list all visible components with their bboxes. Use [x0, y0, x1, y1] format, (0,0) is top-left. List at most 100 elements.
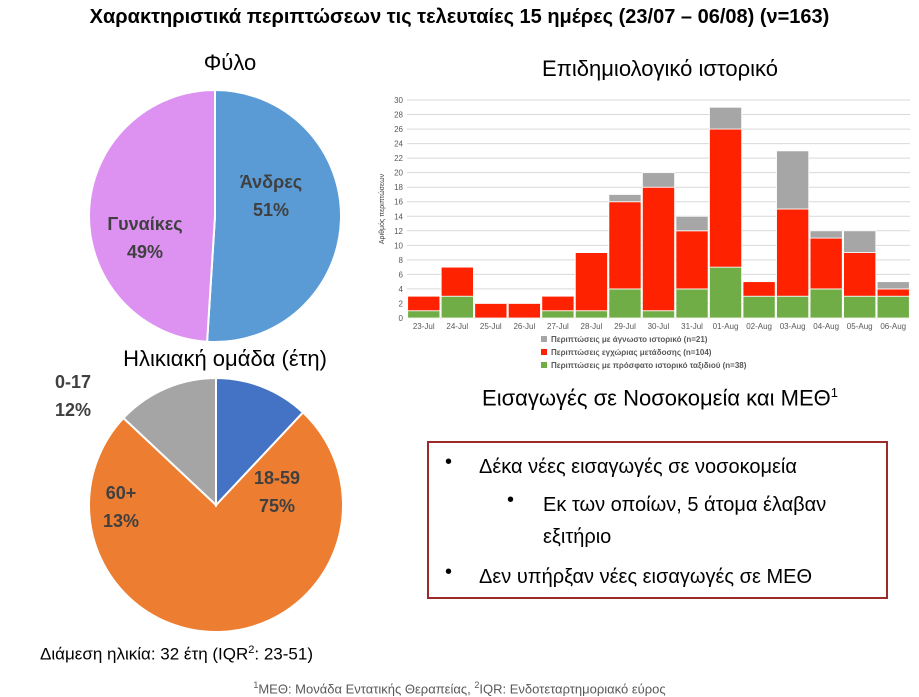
bar-23-Jul-series-1 — [407, 295, 441, 312]
pie-value-60: 13% — [103, 511, 139, 531]
sub-bullet-dot: • — [507, 489, 515, 511]
bar-29-Jul-series-1 — [608, 201, 642, 290]
pie-value-18-59: 75% — [259, 496, 295, 516]
x-tick-23-Jul: 23-Jul — [413, 322, 435, 331]
bar-31-Jul-series-1 — [675, 230, 709, 290]
bar-28-Jul-series-1 — [574, 252, 608, 312]
bar-04-Aug-series-2 — [809, 230, 843, 239]
bar-24-Jul-series-0 — [440, 295, 474, 319]
bar-25-Jul-series-1 — [474, 303, 508, 319]
x-tick-26-Jul: 26-Jul — [513, 322, 535, 331]
y-tick-26: 26 — [394, 125, 403, 134]
admissions-title-text: Εισαγωγές σε Νοσοκομεία και ΜΕΘ — [482, 385, 831, 411]
bar-03-Aug-series-1 — [776, 208, 810, 297]
pie-value-άνδρες: 51% — [253, 200, 289, 220]
admissions-sub-bullet-line1: Εκ των οποίων, 5 άτομα έλαβαν — [543, 494, 827, 516]
footnote: 1ΜΕΘ: Μονάδα Εντατικής Θεραπείας, 2IQR: … — [0, 680, 919, 696]
bar-02-Aug-series-0 — [742, 295, 776, 319]
pie-label-γυναίκες: Γυναίκες — [107, 214, 182, 234]
bar-05-Aug-series-2 — [843, 230, 877, 254]
bar-26-Jul-series-1 — [507, 303, 541, 319]
median-age: Διάμεση ηλικία: 32 έτη (IQR2: 23-51) — [40, 644, 313, 665]
gender-chart-title: Φύλο — [203, 50, 257, 75]
x-tick-24-Jul: 24-Jul — [446, 322, 468, 331]
pie-value-γυναίκες: 49% — [127, 242, 163, 262]
bar-27-Jul-series-0 — [541, 310, 575, 319]
legend-label-0: Περιπτώσεις με πρόσφατο ιστορικό ταξιδιο… — [551, 361, 747, 370]
x-tick-02-Aug: 02-Aug — [746, 322, 772, 331]
bar-06-Aug-series-0 — [876, 295, 910, 319]
bar-03-Aug-series-2 — [776, 150, 810, 210]
admissions-bullet-1: Δέκα νέες εισαγωγές σε νοσοκομεία — [479, 456, 797, 478]
x-tick-27-Jul: 27-Jul — [547, 322, 569, 331]
x-tick-29-Jul: 29-Jul — [614, 322, 636, 331]
bar-27-Jul-series-1 — [541, 295, 575, 312]
y-axis-label: Αριθμός περιπτώσεων — [378, 173, 386, 244]
y-tick-24: 24 — [394, 140, 403, 149]
x-tick-25-Jul: 25-Jul — [480, 322, 502, 331]
x-tick-31-Jul: 31-Jul — [681, 322, 703, 331]
y-tick-16: 16 — [394, 198, 403, 207]
y-tick-8: 8 — [399, 256, 404, 265]
epi-chart-title: Επιδημιολογικό ιστορικό — [542, 56, 778, 81]
median-age-text: Διάμεση ηλικία: 32 έτη (IQR — [40, 644, 249, 664]
bar-30-Jul-series-2 — [642, 172, 675, 188]
y-tick-12: 12 — [394, 227, 403, 236]
bullet-dot-1: • — [445, 451, 453, 473]
bar-23-Jul-series-0 — [407, 310, 441, 319]
legend-swatch-0 — [541, 362, 547, 368]
footnote-part2: IQR: Ενδοτεταρτημοριακό εύρος — [479, 681, 666, 697]
y-tick-0: 0 — [399, 314, 404, 323]
bar-06-Aug-series-1 — [876, 288, 910, 297]
footnote-part1: ΜΕΘ: Μονάδα Εντατικής Θεραπείας, — [258, 681, 475, 697]
y-tick-6: 6 — [399, 270, 404, 279]
admissions-box: • Δέκα νέες εισαγωγές σε νοσοκομεία • Εκ… — [427, 441, 888, 599]
y-tick-28: 28 — [394, 111, 403, 120]
bullet-dot-2: • — [445, 561, 453, 583]
bar-01-Aug-series-0 — [709, 266, 743, 319]
median-age-suffix: : 23-51) — [254, 644, 313, 664]
footnote-sup1: 1 — [253, 680, 259, 690]
y-tick-20: 20 — [394, 169, 403, 178]
bar-24-Jul-series-1 — [440, 266, 474, 297]
x-tick-01-Aug: 01-Aug — [713, 322, 739, 331]
median-age-sup: 2 — [248, 644, 255, 656]
bar-31-Jul-series-2 — [675, 215, 709, 232]
pie-slice-γυναίκες — [88, 88, 216, 343]
legend-label-2: Περιπτώσεις με άγνωστο ιστορικό (n=21) — [551, 335, 708, 344]
admissions-sub-bullet-line2: εξιτήριο — [543, 526, 612, 548]
y-tick-4: 4 — [399, 285, 404, 294]
bar-04-Aug-series-1 — [809, 237, 843, 290]
page-title: Χαρακτηριστικά περιπτώσεων τις τελευταίε… — [89, 6, 830, 28]
bar-03-Aug-series-0 — [776, 295, 810, 319]
legend-swatch-1 — [541, 349, 547, 355]
bar-04-Aug-series-0 — [809, 288, 843, 319]
pie-slice-άνδρες — [206, 88, 342, 343]
bar-31-Jul-series-0 — [675, 288, 709, 319]
pie-slice-0-17 — [215, 376, 305, 508]
x-tick-06-Aug: 06-Aug — [880, 322, 906, 331]
x-tick-04-Aug: 04-Aug — [813, 322, 839, 331]
bar-01-Aug-series-2 — [709, 106, 743, 130]
bar-05-Aug-series-1 — [843, 252, 877, 297]
bar-29-Jul-series-0 — [608, 288, 642, 319]
y-tick-14: 14 — [394, 212, 403, 221]
bar-28-Jul-series-0 — [574, 310, 608, 319]
age-chart-title: Ηλικιακή ομάδα (έτη) — [123, 346, 327, 371]
bar-30-Jul-series-1 — [642, 186, 675, 312]
bar-30-Jul-series-0 — [642, 310, 675, 319]
y-tick-10: 10 — [394, 241, 403, 250]
bar-06-Aug-series-2 — [876, 281, 910, 290]
pie-value-0-17: 12% — [55, 400, 91, 420]
legend-swatch-2 — [541, 336, 547, 342]
x-tick-05-Aug: 05-Aug — [847, 322, 873, 331]
bar-29-Jul-series-2 — [608, 194, 642, 203]
y-tick-2: 2 — [399, 299, 404, 308]
pie-slice-18-59 — [88, 411, 344, 633]
pie-label-0-17: 0-17 — [55, 372, 91, 392]
pie-label-60: 60+ — [106, 483, 137, 503]
bar-01-Aug-series-1 — [709, 128, 743, 268]
x-tick-30-Jul: 30-Jul — [648, 322, 670, 331]
admissions-title: Εισαγωγές σε Νοσοκομεία και ΜΕΘ1 — [430, 385, 890, 411]
pie-slice-60 — [122, 376, 217, 508]
